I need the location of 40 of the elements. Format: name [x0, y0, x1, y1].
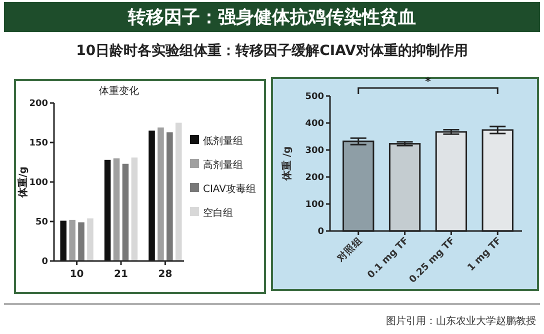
bar — [122, 164, 129, 261]
bar — [158, 127, 164, 261]
x-tick-label: 对照组 — [334, 234, 364, 266]
x-tick-label: 10 — [70, 269, 84, 280]
y-tick-label: 50 — [35, 218, 48, 228]
y-axis-title: 体重 /g — [281, 146, 293, 182]
legend-label: CIAV攻毒组 — [203, 183, 256, 195]
y-tick-label: 500 — [305, 92, 324, 102]
y-axis-title: 体重/g — [17, 166, 29, 198]
bar — [69, 220, 76, 261]
legend-label: 低剂量组 — [203, 135, 243, 147]
bar — [176, 122, 182, 261]
y-tick-label: 0 — [318, 227, 324, 237]
y-tick-label: 200 — [305, 173, 324, 183]
y-tick-label: 150 — [29, 138, 48, 148]
chart-title: 体重变化 — [99, 85, 139, 97]
bar — [60, 220, 66, 261]
bar — [78, 222, 84, 261]
y-tick-label: 300 — [305, 146, 324, 156]
bar — [113, 158, 120, 261]
legend-label: 空白组 — [203, 207, 233, 219]
x-tick-label: 0.1 mg TF — [366, 235, 411, 281]
bar — [166, 132, 173, 261]
bar — [148, 130, 155, 261]
x-tick-label: 21 — [114, 269, 128, 280]
text: 转移因子：强身健体抗鸡传染性贫血 — [127, 7, 416, 28]
bar — [87, 218, 94, 261]
legend-label: 高剂量组 — [203, 159, 243, 171]
bar — [131, 158, 138, 261]
text: 10日龄时各实验组体重：转移因子缓解CIAV对体重的抑制作用 — [76, 42, 468, 59]
text: * — [425, 75, 432, 88]
text: 图片引用：山东农业大学赵鹏教授 — [386, 315, 536, 327]
bar — [104, 160, 111, 261]
y-tick-label: 100 — [305, 200, 324, 210]
x-tick-label: 28 — [158, 269, 172, 280]
y-tick-label: 0 — [42, 257, 48, 267]
x-tick-label: 1 mg TF — [466, 235, 504, 274]
y-tick-label: 100 — [29, 178, 48, 188]
y-tick-label: 400 — [305, 119, 324, 129]
y-tick-label: 200 — [29, 99, 48, 109]
